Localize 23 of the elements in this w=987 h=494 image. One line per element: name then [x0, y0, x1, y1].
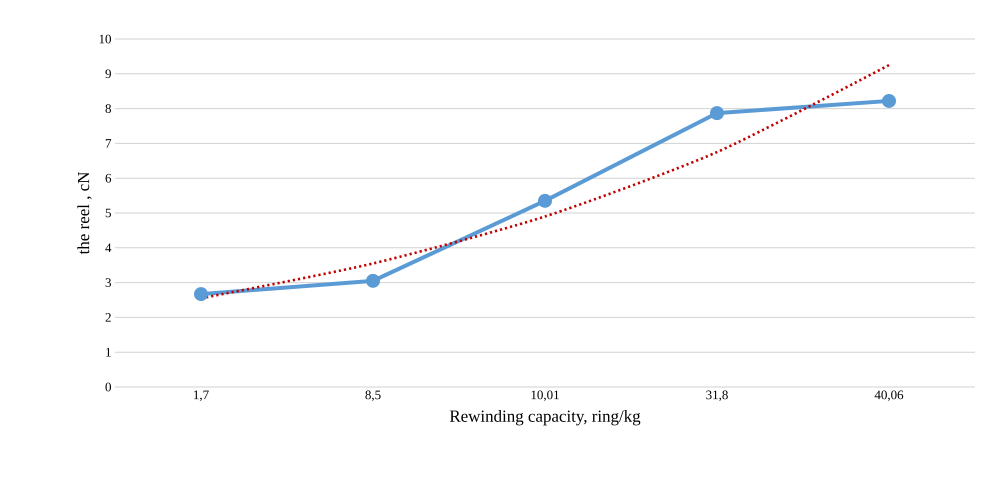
- y-tick-label: 0: [106, 382, 111, 392]
- y-tick-label: 6: [106, 174, 112, 183]
- point: [194, 287, 208, 302]
- x-tick-label: 31,8: [706, 390, 728, 402]
- y-tick-label: 1: [106, 348, 111, 356]
- y-tick-label: 10: [100, 34, 111, 44]
- y-tick-label: 2: [106, 313, 111, 322]
- y-tick-label: 8: [106, 104, 111, 113]
- x-tick-label: 8,5: [365, 390, 381, 402]
- point: [882, 94, 896, 108]
- y-axis-title: the reel , cN: [77, 172, 92, 254]
- x-tick-label: 1,7: [194, 390, 209, 402]
- y-tick-label: 5: [106, 208, 111, 218]
- y-tick-label: 7: [106, 139, 112, 148]
- x-tick-label: 10,01: [532, 390, 559, 402]
- x-tick-label: 40,06: [874, 390, 904, 402]
- y-tick-label: 3: [106, 278, 111, 287]
- y-tick-label: 4: [105, 244, 112, 252]
- x-axis-title: Rewinding capacity, ring/kg: [450, 410, 640, 426]
- point: [710, 106, 724, 120]
- point: [538, 194, 552, 208]
- y-tick-label: 9: [105, 69, 111, 78]
- point: [366, 274, 380, 288]
